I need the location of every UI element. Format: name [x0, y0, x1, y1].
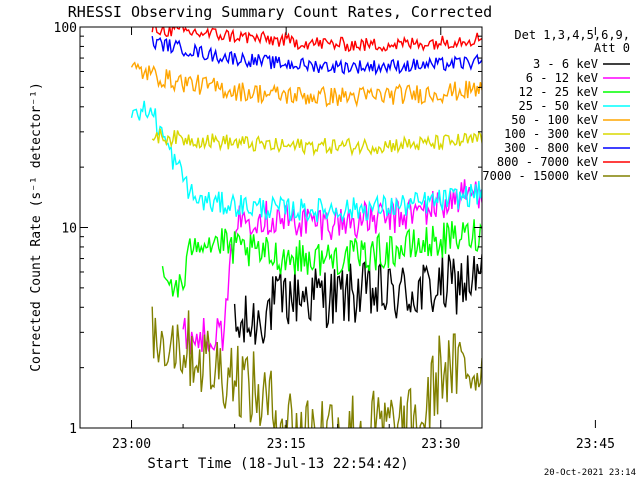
legend-label: 50 - 100 keV — [511, 113, 598, 127]
x-tick-label: 23:45 — [576, 437, 615, 452]
y-tick-label: 10 — [61, 222, 77, 237]
series-line-25-50-kev — [130, 100, 482, 224]
chart-title: RHESSI Observing Summary Count Rates, Co… — [68, 3, 492, 21]
legend-header-line-1: Det 1,3,4,5,6,9, — [514, 28, 630, 42]
y-tick-label: 100 — [54, 21, 77, 36]
legend-label: 100 - 300 keV — [504, 127, 598, 141]
x-tick-label: 23:15 — [267, 437, 306, 452]
x-axis-label: Start Time (18-Jul-13 22:54:42) — [147, 456, 408, 472]
legend-label: 7000 - 15000 keV — [482, 169, 598, 183]
plot-area — [130, 27, 482, 428]
series-line-100-300-kev — [151, 128, 482, 157]
series-line-800-7000-kev — [151, 27, 482, 53]
series-line-12-25-kev — [161, 219, 482, 298]
x-tick-label: 23:30 — [421, 437, 460, 452]
x-tick-label: 23:00 — [112, 437, 151, 452]
legend-label: 800 - 7000 keV — [497, 155, 598, 169]
series-line-50-100-kev — [130, 61, 482, 108]
legend-header-line-2: Att 0 — [594, 41, 630, 55]
series-line-3-6-kev — [233, 254, 482, 345]
legend-label: 12 - 25 keV — [519, 85, 598, 99]
legend-label: 3 - 6 keV — [533, 57, 598, 71]
legend-label: 300 - 800 keV — [504, 141, 598, 155]
y-tick-label: 1 — [69, 422, 77, 437]
y-axis-label: Corrected Count Rate (s⁻¹ detector⁻¹) — [29, 82, 44, 372]
legend-label: 25 - 50 keV — [519, 99, 598, 113]
series-group — [130, 27, 482, 428]
series-line-7000-15000-kev — [151, 306, 482, 428]
legend-label: 6 - 12 keV — [526, 71, 598, 85]
series-line-300-800-kev — [151, 35, 482, 76]
footer-date: 20-Oct-2021 23:14 — [544, 468, 636, 478]
axes: 23:0023:1523:3023:4500:0000:1500:3011010… — [54, 21, 615, 452]
